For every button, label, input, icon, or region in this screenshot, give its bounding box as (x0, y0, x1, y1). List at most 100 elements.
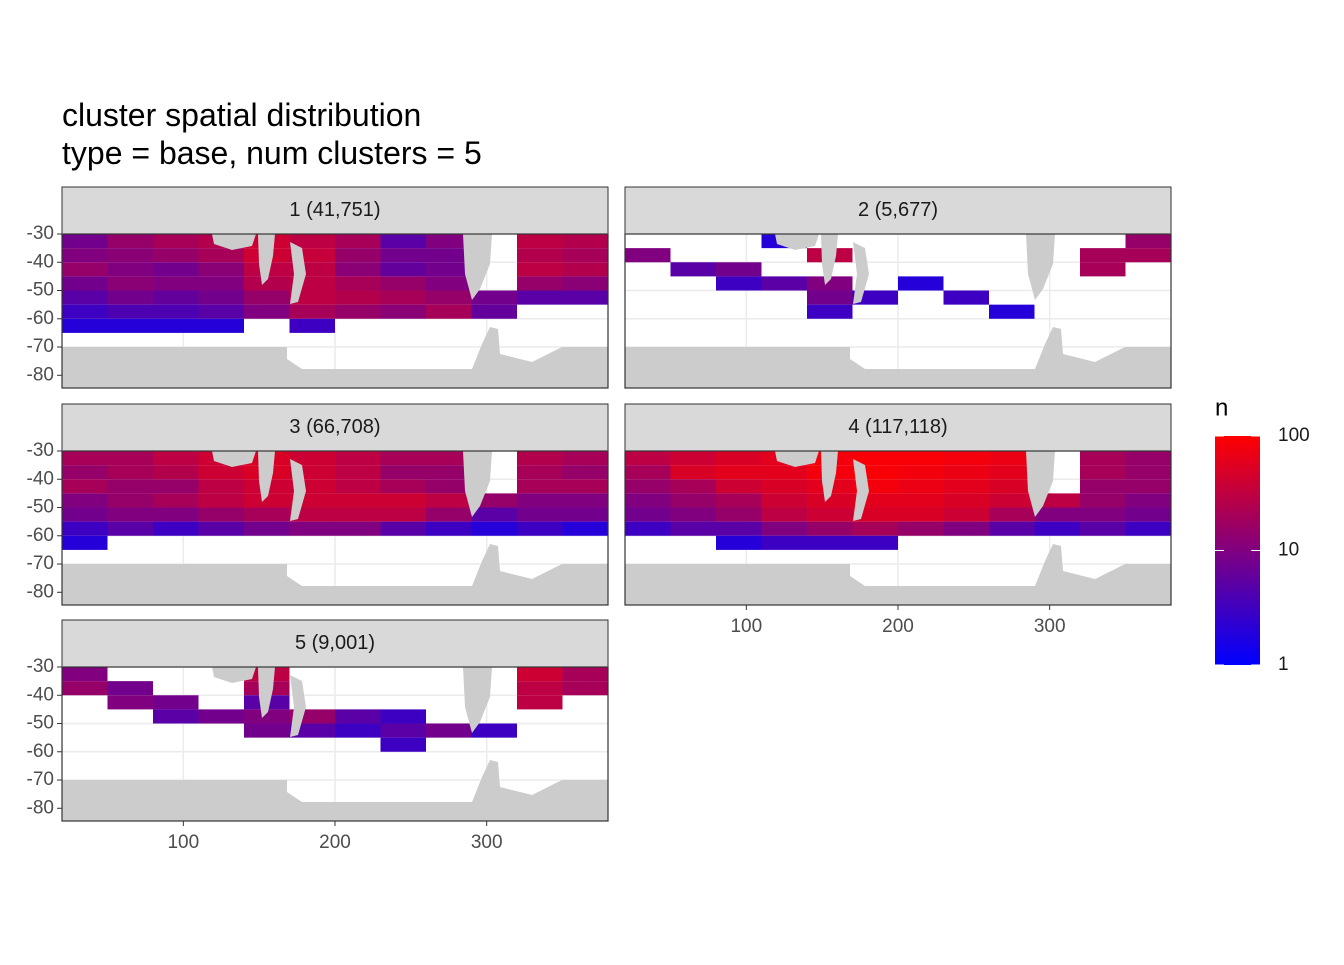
cell (107, 276, 153, 291)
x-tick-label: 300 (471, 832, 503, 853)
cell (989, 493, 1035, 508)
cell (517, 234, 563, 249)
cell (989, 479, 1035, 494)
cell (471, 723, 517, 738)
cell (335, 248, 381, 263)
cell (62, 479, 108, 494)
cell (153, 465, 199, 480)
cell (335, 507, 381, 522)
cell (107, 318, 153, 333)
cell (670, 451, 716, 466)
strip-label: 4 (117,118) (848, 416, 947, 438)
cell (289, 290, 335, 305)
cell (562, 667, 608, 682)
cell (517, 695, 563, 710)
cell (716, 521, 762, 536)
y-tick-label: -30 (27, 440, 54, 461)
cell (1080, 521, 1126, 536)
cell (716, 262, 762, 277)
cell (153, 276, 199, 291)
cell (107, 465, 153, 480)
cell (107, 521, 153, 536)
cell (989, 465, 1035, 480)
cell (244, 290, 290, 305)
legend-title: n (1215, 394, 1228, 421)
cell (898, 451, 944, 466)
cell (153, 479, 199, 494)
cell (244, 276, 290, 291)
cell (244, 723, 290, 738)
cell (562, 479, 608, 494)
strip (61, 186, 609, 235)
cell (107, 304, 153, 319)
cell (562, 465, 608, 480)
cell (426, 290, 472, 305)
cell (335, 234, 381, 249)
cell (107, 507, 153, 522)
y-tick-label: -40 (27, 468, 54, 489)
cell (670, 493, 716, 508)
panel-border (61, 233, 609, 389)
cell (335, 262, 381, 277)
cell (716, 451, 762, 466)
legend-label: 100 (1278, 425, 1310, 446)
cell (426, 493, 472, 508)
cell (1125, 479, 1171, 494)
cell (198, 248, 244, 263)
cell (1125, 465, 1171, 480)
cell (380, 262, 426, 277)
cell (335, 723, 381, 738)
cell (244, 507, 290, 522)
cell (517, 507, 563, 522)
cell (426, 248, 472, 263)
cell (852, 521, 898, 536)
y-tick-label: -60 (27, 308, 54, 329)
y-tick-label: -70 (27, 769, 54, 790)
cell (1080, 479, 1126, 494)
cell (761, 535, 807, 550)
cell (335, 304, 381, 319)
y-tick-label: -80 (27, 364, 54, 385)
y-tick-label: -40 (27, 684, 54, 705)
x-tick-label: 100 (167, 832, 199, 853)
cell (562, 276, 608, 291)
cell (625, 465, 671, 480)
strip-label: 3 (66,708) (289, 416, 380, 438)
cell (198, 521, 244, 536)
x-tick-label: 300 (1034, 616, 1066, 637)
cell (898, 276, 944, 291)
cell (807, 521, 853, 536)
cell (335, 493, 381, 508)
cell (426, 234, 472, 249)
cell (517, 667, 563, 682)
cell (380, 234, 426, 249)
cell (1125, 234, 1171, 249)
cell (807, 304, 853, 319)
y-tick-label: -30 (27, 223, 54, 244)
x-tick-label: 200 (882, 616, 914, 637)
cell (107, 695, 153, 710)
cell (62, 234, 108, 249)
cell (107, 479, 153, 494)
cell (471, 290, 517, 305)
cell (670, 521, 716, 536)
cell (562, 681, 608, 696)
cell (625, 493, 671, 508)
y-tick-label: -80 (27, 581, 54, 602)
cell (1125, 248, 1171, 263)
cell (989, 507, 1035, 522)
cell (517, 451, 563, 466)
y-tick-label: -50 (27, 713, 54, 734)
cell (562, 521, 608, 536)
x-tick-label: 200 (319, 832, 351, 853)
cell (517, 479, 563, 494)
cell (1125, 507, 1171, 522)
cell (244, 493, 290, 508)
cell (562, 290, 608, 305)
cell (943, 465, 989, 480)
cell (62, 493, 108, 508)
cell (335, 276, 381, 291)
cell (426, 521, 472, 536)
cell (289, 234, 335, 249)
